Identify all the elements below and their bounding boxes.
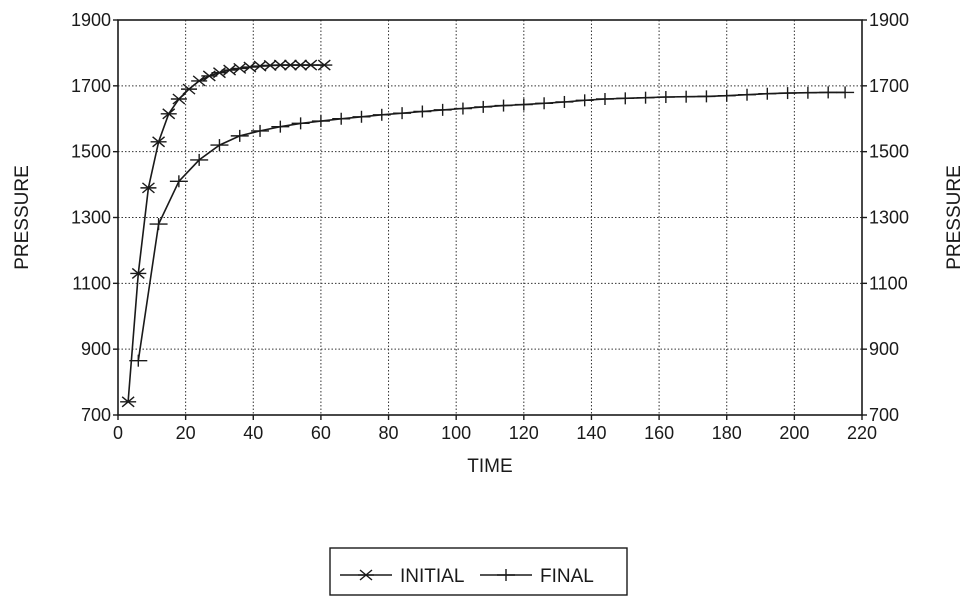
data-point-final bbox=[836, 86, 855, 99]
data-point-final bbox=[251, 124, 270, 137]
data-point-initial bbox=[231, 62, 248, 74]
x-tick-label: 40 bbox=[243, 423, 263, 443]
data-point-final bbox=[311, 115, 330, 128]
data-point-final bbox=[129, 354, 148, 367]
legend-items: INITIAL FINAL bbox=[340, 566, 594, 587]
data-point-initial bbox=[181, 83, 198, 95]
y-axis-title-right: PRESSURE bbox=[944, 165, 965, 270]
data-point-final bbox=[616, 92, 635, 105]
series-layer bbox=[120, 59, 855, 408]
data-point-final bbox=[413, 105, 432, 118]
y-tick-label-right: 900 bbox=[869, 339, 899, 359]
data-point-final bbox=[433, 103, 452, 116]
legend-item-initial: INITIAL bbox=[340, 566, 464, 587]
y-tick-label-left: 1700 bbox=[71, 76, 111, 96]
y-tick-label-right: 1500 bbox=[869, 142, 909, 162]
x-tick-label: 200 bbox=[779, 423, 809, 443]
legend-label-final: FINAL bbox=[540, 566, 594, 587]
y-axis-title-left: PRESSURE bbox=[12, 165, 33, 270]
x-tick-label: 160 bbox=[644, 423, 674, 443]
x-tick-label: 80 bbox=[379, 423, 399, 443]
data-point-final bbox=[230, 129, 249, 142]
data-point-initial bbox=[150, 136, 167, 148]
y-tick-label-left: 1900 bbox=[71, 10, 111, 30]
data-point-final bbox=[677, 90, 696, 103]
x-tick-label: 60 bbox=[311, 423, 331, 443]
data-point-initial bbox=[211, 67, 228, 79]
legend-item-final: FINAL bbox=[480, 566, 594, 587]
data-point-final bbox=[575, 94, 594, 107]
data-point-final bbox=[595, 93, 614, 105]
data-point-final bbox=[636, 91, 655, 104]
data-point-initial bbox=[120, 396, 137, 408]
data-point-final bbox=[656, 91, 675, 104]
data-point-final bbox=[453, 102, 472, 115]
series-initial bbox=[120, 59, 333, 408]
x-tick-label: 140 bbox=[576, 423, 606, 443]
data-point-final bbox=[819, 86, 838, 99]
data-point-final bbox=[372, 108, 391, 121]
y-tick-label-left: 1300 bbox=[71, 208, 111, 228]
data-point-final bbox=[169, 175, 188, 188]
y-tick-label-right: 1100 bbox=[869, 273, 908, 293]
x-tick-label: 120 bbox=[509, 423, 539, 443]
data-point-final bbox=[738, 88, 757, 101]
data-point-final bbox=[717, 89, 736, 102]
y-tick-label-left: 1100 bbox=[72, 273, 111, 293]
data-point-final bbox=[352, 110, 371, 123]
data-point-final bbox=[778, 87, 797, 100]
data-point-final bbox=[514, 98, 533, 111]
y-tick-label-right: 1300 bbox=[869, 208, 909, 228]
data-point-initial bbox=[302, 59, 319, 71]
data-point-initial bbox=[130, 267, 147, 279]
legend: INITIAL FINAL bbox=[329, 547, 628, 596]
data-point-final bbox=[210, 139, 229, 152]
x-tick-label: 220 bbox=[847, 423, 877, 443]
legend-label-initial: INITIAL bbox=[400, 566, 464, 587]
data-point-final bbox=[494, 99, 513, 112]
y-tick-label-right: 700 bbox=[869, 405, 899, 425]
series-final bbox=[129, 86, 855, 367]
y-tick-label-left: 900 bbox=[81, 339, 111, 359]
x-tick-label: 20 bbox=[176, 423, 196, 443]
data-point-final bbox=[798, 86, 817, 99]
data-point-final bbox=[291, 117, 310, 130]
x-tick-label: 180 bbox=[712, 423, 742, 443]
data-point-initial bbox=[221, 64, 238, 76]
data-point-initial bbox=[191, 75, 208, 87]
data-point-final bbox=[393, 107, 412, 120]
series-line-final bbox=[137, 91, 846, 361]
x-tick-label: 100 bbox=[441, 423, 471, 443]
y-tick-label-right: 1900 bbox=[869, 10, 909, 30]
data-point-final bbox=[758, 87, 777, 100]
legend-marker-final bbox=[497, 569, 515, 581]
data-point-initial bbox=[316, 59, 333, 71]
y-tick-label-left: 700 bbox=[81, 405, 111, 425]
y-tick-label-left: 1500 bbox=[71, 142, 111, 162]
data-point-final bbox=[271, 120, 290, 133]
data-point-final bbox=[535, 97, 554, 110]
y-tick-label-right: 1700 bbox=[869, 76, 909, 96]
data-point-initial bbox=[160, 108, 177, 120]
legend-marker-initial bbox=[358, 569, 374, 581]
data-point-final bbox=[190, 153, 209, 166]
legend-box bbox=[329, 547, 628, 596]
data-point-initial bbox=[170, 93, 187, 105]
data-point-final bbox=[474, 100, 493, 113]
data-point-final bbox=[149, 218, 168, 231]
data-point-final bbox=[697, 90, 716, 103]
x-tick-label: 0 bbox=[113, 423, 123, 443]
data-point-final bbox=[332, 112, 351, 125]
gridlines bbox=[118, 20, 862, 415]
data-point-final bbox=[555, 95, 574, 108]
data-point-initial bbox=[140, 182, 157, 194]
x-axis-title: TIME bbox=[467, 456, 512, 477]
